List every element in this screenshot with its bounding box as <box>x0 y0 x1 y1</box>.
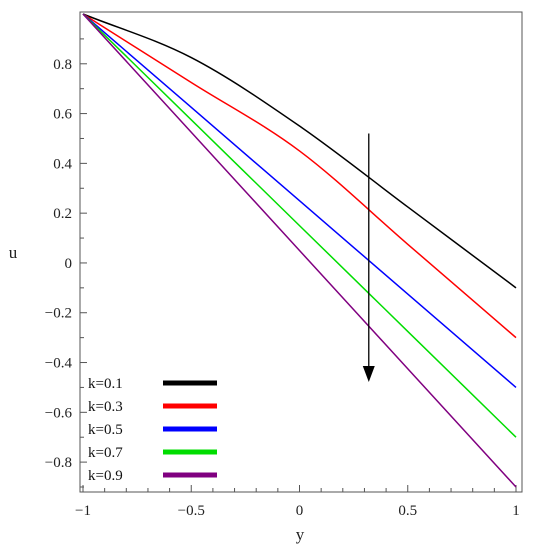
axis-ticks: −1 −0.5 0 0.5 1 0.8 0.6 0.4 0.2 0 −0.2 −0.4 −0.6 −0.8 <box>45 38 520 519</box>
trend-arrow-head <box>362 365 375 382</box>
y-tick-label: 0.2 <box>53 206 72 222</box>
series-line-k-0-9 <box>82 13 517 488</box>
y-tick-label: 0.8 <box>53 57 72 73</box>
y-tick-label: −0.2 <box>45 306 72 322</box>
y-tick-label: 0.4 <box>53 156 72 172</box>
x-tick-label: 0.5 <box>398 503 417 519</box>
series-line-k-0-5 <box>82 13 517 388</box>
x-tick-label: −1 <box>75 503 91 519</box>
x-tick-label: 1 <box>512 503 520 519</box>
legend-label: k=0.3 <box>88 399 123 415</box>
series-line-k-0-1 <box>82 13 517 289</box>
y-axis-label: u <box>9 243 18 262</box>
x-tick-label: −0.5 <box>178 503 205 519</box>
y-tick-label: 0 <box>65 256 73 272</box>
y-tick-label: 0.6 <box>53 107 72 123</box>
legend: k=0.1 k=0.3 k=0.5 k=0.7 k=0.9 <box>88 376 217 484</box>
x-axis-label: y <box>296 525 305 544</box>
series-line-k-0-3 <box>82 13 517 339</box>
legend-label: k=0.9 <box>88 468 123 484</box>
x-tick-label: 0 <box>296 503 304 519</box>
legend-label: k=0.7 <box>88 445 123 461</box>
y-tick-label: −0.6 <box>45 405 73 421</box>
series-layer <box>82 13 517 488</box>
series-line-k-0-7 <box>82 13 517 438</box>
legend-label: k=0.1 <box>88 376 123 392</box>
annotation-layer <box>362 133 375 382</box>
legend-label: k=0.5 <box>88 422 123 438</box>
y-tick-label: −0.4 <box>45 356 73 372</box>
y-tick-label: −0.8 <box>45 455 72 471</box>
plot-frame <box>79 11 523 493</box>
